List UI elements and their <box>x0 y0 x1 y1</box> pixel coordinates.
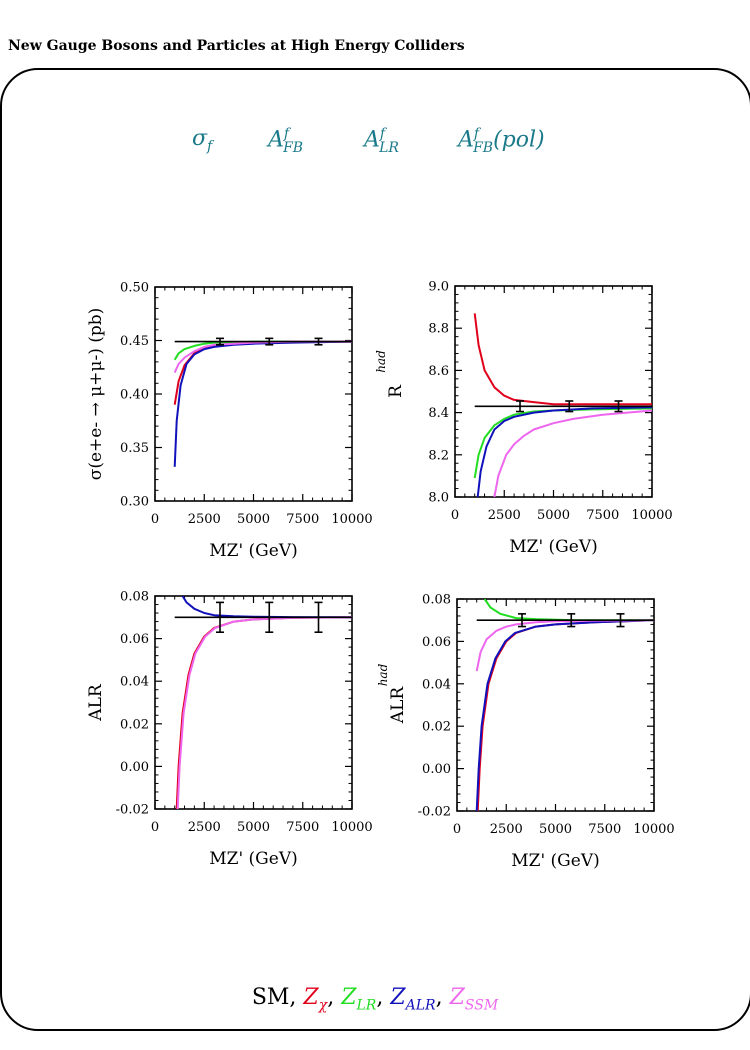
x-tick-label: 5000 <box>237 512 270 527</box>
x-tick-label: 5000 <box>537 508 570 523</box>
x-tick-label: 10000 <box>633 822 674 837</box>
x-tick-label: 2500 <box>188 512 221 527</box>
chart-3: -0.02 0.00 0.02 0.04 0.06 0.08 0 2500 5000 7500 10… <box>86 590 373 870</box>
y-axis-label-sup: had <box>374 350 388 373</box>
y-tick-label: 0.06 <box>120 632 149 647</box>
x-tick-label: 2500 <box>188 820 221 835</box>
error-bar <box>518 613 527 628</box>
x-axis-label: MZ' (GeV) <box>511 851 599 871</box>
y-tick-label: 0.00 <box>120 760 149 775</box>
y-tick-label: -0.02 <box>418 805 451 820</box>
x-tick-label: 10000 <box>331 820 372 835</box>
error-bar <box>314 601 323 634</box>
y-tick-label: 0.30 <box>120 495 149 510</box>
error-bar <box>616 613 625 628</box>
y-tick-label: 8.4 <box>428 406 449 421</box>
x-tick-label: 10000 <box>631 508 672 523</box>
x-axis-label: MZ' (GeV) <box>209 541 297 561</box>
y-tick-label: 0.06 <box>422 635 451 650</box>
chart-1: 0.30 0.35 0.40 0.45 0.50 0 2500 5000 7500 10000 MZ… <box>86 281 373 562</box>
series-line-ALR <box>476 406 652 497</box>
legend-z-chi: Zχ <box>303 985 328 1014</box>
x-tick-label: 2500 <box>490 822 523 837</box>
x-tick-label: 0 <box>453 822 461 837</box>
y-tick-label: -0.02 <box>116 803 149 818</box>
series-line-SSM <box>493 409 652 497</box>
x-tick-label: 0 <box>451 508 459 523</box>
observable-sigma: σf <box>192 126 213 155</box>
legend: SM, Zχ, ZLR, ZALR, ZSSM <box>251 985 499 1014</box>
y-tick-label: 0.45 <box>120 334 149 349</box>
series-line-chi <box>175 616 352 809</box>
y-tick-label: 9.0 <box>428 280 449 295</box>
series-line-ALR <box>173 340 352 467</box>
observable-afb: AfFB <box>268 126 304 156</box>
x-tick-label: 2500 <box>488 508 521 523</box>
x-tick-label: 10000 <box>331 512 372 527</box>
y-tick-label: 8.6 <box>428 364 449 379</box>
observable-afb-pol: AfFB(pol) <box>458 126 545 156</box>
error-bar <box>614 400 623 413</box>
series-line-chi <box>473 313 652 406</box>
y-tick-label: 0.04 <box>120 675 149 690</box>
chart-4: -0.02 0.00 0.02 0.04 0.06 0.08 0 2500 5000 7500 10… <box>376 593 675 872</box>
slide-frame <box>0 68 750 1031</box>
x-tick-label: 5000 <box>539 822 572 837</box>
y-tick-label: 8.8 <box>428 322 449 337</box>
y-tick-label: 8.2 <box>428 448 449 463</box>
y-axis-label: ALR <box>388 686 408 725</box>
plot-frame <box>154 286 353 502</box>
y-tick-label: 0.40 <box>120 388 149 403</box>
error-bar <box>516 400 525 413</box>
x-tick-label: 7500 <box>286 820 319 835</box>
series-line-LR <box>483 599 654 622</box>
series-line-SSM <box>176 616 352 809</box>
x-axis-label: MZ' (GeV) <box>509 537 597 557</box>
plot-frame <box>454 285 653 498</box>
y-axis-label: R <box>386 384 406 398</box>
x-tick-label: 7500 <box>588 822 621 837</box>
y-tick-label: 0.00 <box>422 762 451 777</box>
series-line-SSM <box>173 340 352 374</box>
legend-sm: SM <box>251 985 290 1010</box>
legend-z-alr: ZALR <box>390 985 436 1014</box>
y-tick-label: 0.08 <box>120 590 149 605</box>
error-bar <box>216 601 225 634</box>
series-line-ALR <box>475 619 654 811</box>
series-line-ALR <box>181 596 352 619</box>
observables-row: σf AfFB AfLR AfFB(pol) <box>0 126 750 166</box>
x-tick-label: 0 <box>151 512 159 527</box>
y-axis-label: ALR <box>86 683 106 722</box>
y-tick-label: 0.02 <box>120 717 149 732</box>
error-bar <box>216 337 225 346</box>
chart-2: 8.0 8.2 8.4 8.6 8.8 9.0 0 2500 5000 7500 10000 MZ' … <box>374 280 673 558</box>
x-tick-label: 7500 <box>286 512 319 527</box>
y-tick-label: 8.0 <box>428 491 449 506</box>
y-axis-label: σ(e+e- → μ+μ-) (pb) <box>86 308 106 481</box>
x-tick-label: 0 <box>151 820 159 835</box>
error-bar <box>265 601 274 634</box>
error-bar <box>265 337 274 346</box>
error-bar <box>567 613 576 628</box>
series-line-chi <box>476 619 654 811</box>
x-axis-label: MZ' (GeV) <box>209 849 297 869</box>
y-tick-label: 0.50 <box>120 281 149 296</box>
y-tick-label: 0.04 <box>422 677 451 692</box>
legend-z-ssm: ZSSM <box>449 985 499 1014</box>
y-tick-label: 0.02 <box>422 720 451 735</box>
error-bar <box>565 400 574 413</box>
x-tick-label: 7500 <box>586 508 619 523</box>
y-axis-label-sup: had <box>376 663 390 686</box>
error-bar <box>314 337 323 346</box>
observable-alr: AfLR <box>364 126 399 156</box>
y-tick-label: 0.35 <box>120 441 149 456</box>
x-tick-label: 5000 <box>237 820 270 835</box>
page-header: New Gauge Bosons and Particles at High E… <box>8 38 465 54</box>
legend-z-lr: ZLR <box>341 985 377 1014</box>
y-tick-label: 0.08 <box>422 593 451 608</box>
